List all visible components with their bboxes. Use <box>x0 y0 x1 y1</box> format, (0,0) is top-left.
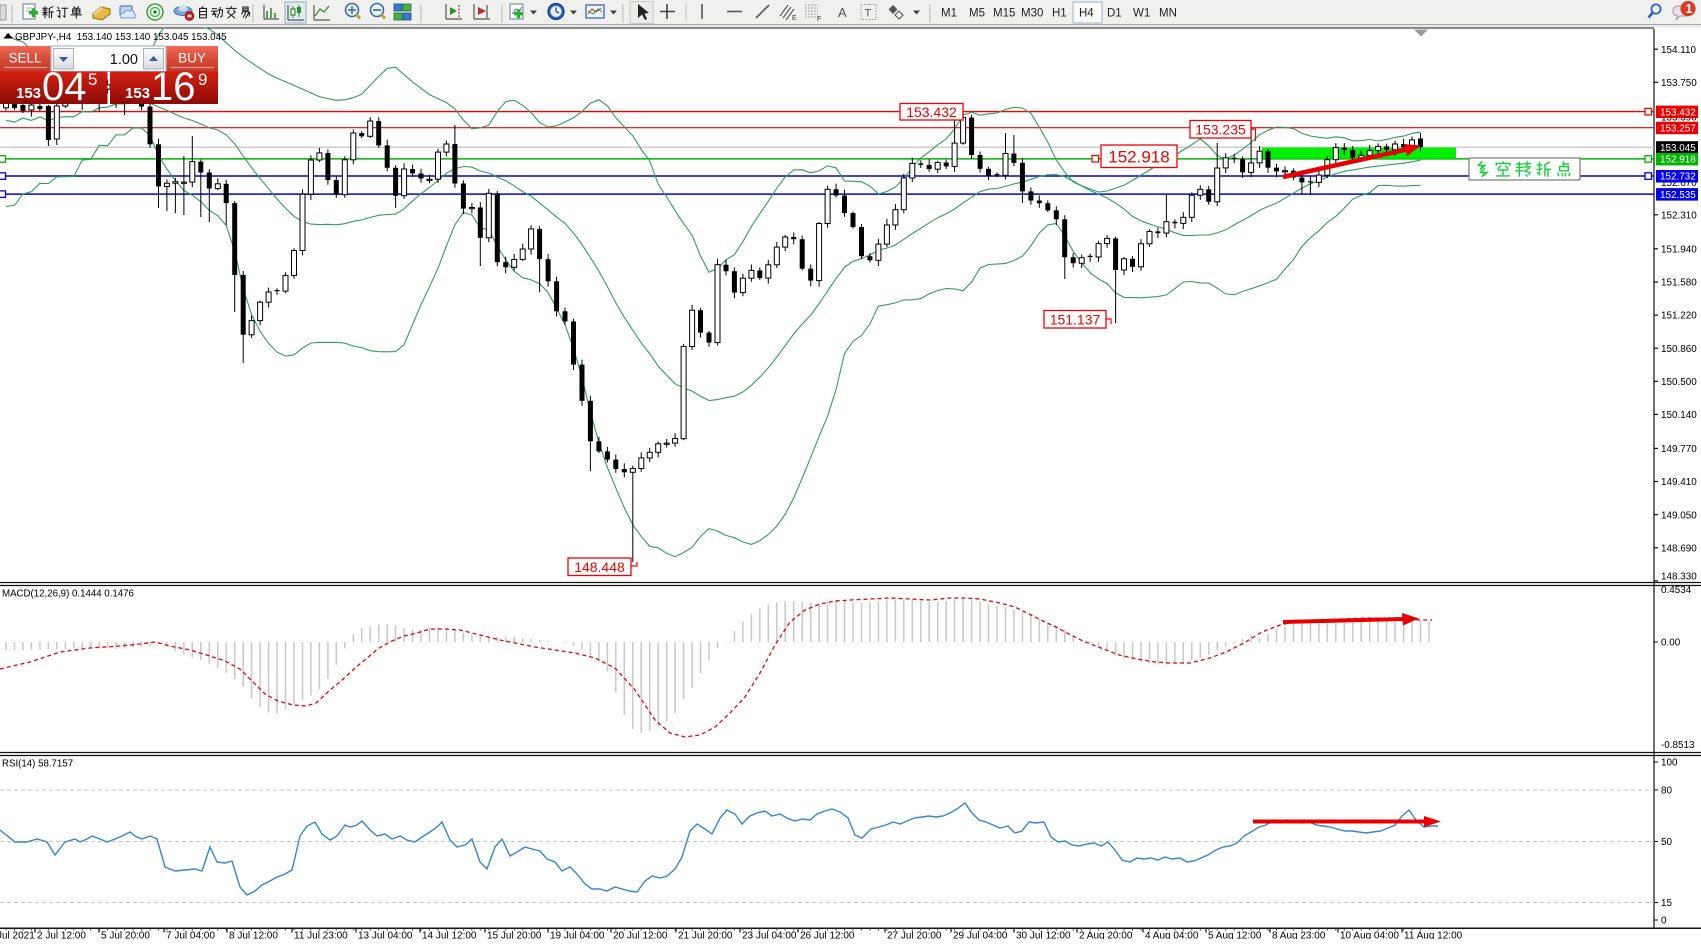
svg-text:151.220: 151.220 <box>1661 311 1697 322</box>
svg-text:153: 153 <box>16 85 41 102</box>
svg-text:153.750: 153.750 <box>1661 78 1697 89</box>
svg-text:5: 5 <box>88 70 97 89</box>
svg-text:152.310: 152.310 <box>1661 210 1697 221</box>
svg-text:151.940: 151.940 <box>1661 244 1697 255</box>
svg-text:M1: M1 <box>941 8 957 20</box>
svg-text:154.110: 154.110 <box>1661 45 1696 56</box>
svg-text:14 Jul 12:00: 14 Jul 12:00 <box>422 931 477 940</box>
svg-text:153.257: 153.257 <box>1660 123 1696 134</box>
svg-text:148.690: 148.690 <box>1661 543 1697 554</box>
svg-text:GBPJPY-,H4 153.140 153.140 15: GBPJPY-,H4 153.140 153.140 153.045 153.0… <box>15 32 227 43</box>
svg-text:E: E <box>792 15 797 22</box>
svg-text:152.918: 152.918 <box>1108 147 1169 166</box>
svg-text:8 Jul 12:00: 8 Jul 12:00 <box>229 931 278 940</box>
svg-text:0: 0 <box>1661 916 1667 927</box>
svg-text:D1: D1 <box>1107 8 1122 20</box>
svg-text:BUY: BUY <box>178 51 206 66</box>
svg-text:152.535: 152.535 <box>1660 190 1696 201</box>
svg-text:148.330: 148.330 <box>1661 572 1697 583</box>
svg-text:2 Aug 20:00: 2 Aug 20:00 <box>1079 931 1133 940</box>
svg-text:MN: MN <box>1159 8 1177 20</box>
svg-text:20 Jul 12:00: 20 Jul 12:00 <box>613 931 668 940</box>
svg-text:21 Jul 20:00: 21 Jul 20:00 <box>678 931 733 940</box>
svg-text:A: A <box>838 5 847 20</box>
svg-text:149.410: 149.410 <box>1661 477 1697 488</box>
svg-text:SELL: SELL <box>8 51 42 66</box>
svg-text:04: 04 <box>42 65 87 109</box>
svg-text:80: 80 <box>1661 786 1672 797</box>
svg-text:2 Jul 12:00: 2 Jul 12:00 <box>37 931 86 940</box>
svg-text:M5: M5 <box>969 8 985 20</box>
svg-text:27 Jul 20:00: 27 Jul 20:00 <box>887 931 942 940</box>
svg-text:152.918: 152.918 <box>1660 155 1696 166</box>
svg-text:11 Jul 23:00: 11 Jul 23:00 <box>294 931 348 940</box>
svg-text:F: F <box>817 16 821 23</box>
svg-text:15 Jul 20:00: 15 Jul 20:00 <box>487 931 542 940</box>
svg-text:151.137: 151.137 <box>1050 311 1101 327</box>
svg-text:H4: H4 <box>1079 8 1094 20</box>
svg-text:W1: W1 <box>1133 8 1150 20</box>
svg-text:153.235: 153.235 <box>1195 121 1246 137</box>
svg-text:1.00: 1.00 <box>110 52 138 68</box>
svg-text:13 Jul 04:00: 13 Jul 04:00 <box>358 931 413 940</box>
svg-text:7 Jul 04:00: 7 Jul 04:00 <box>166 931 215 940</box>
svg-text:5 Jul 20:00: 5 Jul 20:00 <box>101 931 150 940</box>
svg-text:-0.8513: -0.8513 <box>1661 740 1695 751</box>
svg-text:H1: H1 <box>1052 8 1067 20</box>
svg-text:149.770: 149.770 <box>1661 444 1697 455</box>
svg-text:19 Jul 04:00: 19 Jul 04:00 <box>550 931 605 940</box>
svg-text:50: 50 <box>1661 837 1672 848</box>
svg-text:150.860: 150.860 <box>1661 344 1697 355</box>
svg-text:Jul 2021: Jul 2021 <box>0 931 35 940</box>
svg-text:10 Aug 04:00: 10 Aug 04:00 <box>1340 931 1399 940</box>
svg-text:150.500: 150.500 <box>1661 377 1697 388</box>
svg-text:153: 153 <box>125 85 150 102</box>
svg-text:16: 16 <box>151 65 196 109</box>
svg-text:M30: M30 <box>1021 8 1043 20</box>
svg-text:149.050: 149.050 <box>1661 510 1697 521</box>
svg-text:MACD(12,26,9) 0.1444 0.1476: MACD(12,26,9) 0.1444 0.1476 <box>2 589 134 600</box>
svg-text:M15: M15 <box>993 8 1015 20</box>
svg-text:0.4534: 0.4534 <box>1661 585 1692 596</box>
svg-text:100: 100 <box>1661 758 1678 769</box>
svg-text:RSI(14) 58.7157: RSI(14) 58.7157 <box>2 759 73 770</box>
svg-text:150.140: 150.140 <box>1661 410 1697 421</box>
svg-text:0.00: 0.00 <box>1661 638 1681 649</box>
svg-text:5 Aug 12:00: 5 Aug 12:00 <box>1208 931 1262 940</box>
svg-text:1: 1 <box>1686 2 1693 16</box>
svg-text:148.448: 148.448 <box>574 559 625 575</box>
svg-text:11 Aug 12:00: 11 Aug 12:00 <box>1404 931 1463 940</box>
svg-text:15: 15 <box>1661 898 1672 909</box>
svg-text:151.580: 151.580 <box>1661 278 1697 289</box>
svg-text:29 Jul 04:00: 29 Jul 04:00 <box>953 931 1008 940</box>
svg-text:153.432: 153.432 <box>1660 107 1696 118</box>
svg-text:30 Jul 12:00: 30 Jul 12:00 <box>1016 931 1071 940</box>
svg-text:26 Jul 12:00: 26 Jul 12:00 <box>800 931 855 940</box>
svg-text:4 Aug 04:00: 4 Aug 04:00 <box>1145 931 1199 940</box>
svg-text:153.045: 153.045 <box>1660 143 1696 154</box>
svg-text:8 Aug 23:00: 8 Aug 23:00 <box>1272 931 1326 940</box>
svg-text:23 Jul 04:00: 23 Jul 04:00 <box>742 931 797 940</box>
svg-text:152.732: 152.732 <box>1660 172 1696 183</box>
svg-text:T: T <box>865 8 872 20</box>
svg-text:152.670: 152.670 <box>1661 178 1697 189</box>
svg-text:9: 9 <box>198 70 207 89</box>
svg-text:153.432: 153.432 <box>906 104 957 120</box>
